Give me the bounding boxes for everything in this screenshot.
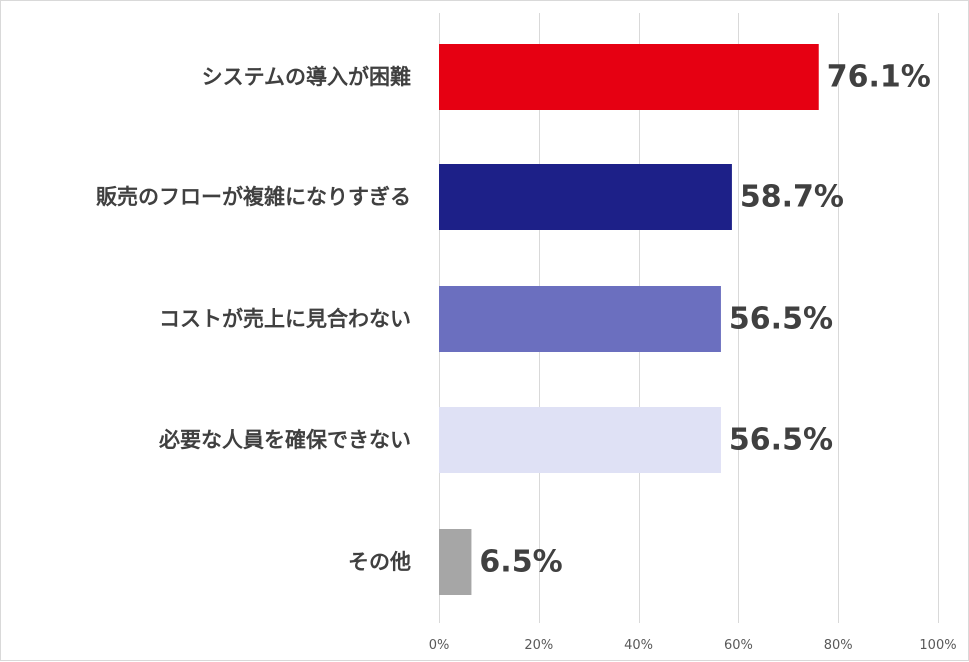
category-label: 販売のフローが複雑になりすぎる [96, 185, 411, 209]
bar [439, 286, 721, 352]
x-tick-label: 100% [919, 638, 956, 653]
x-tick-label: 20% [524, 638, 553, 653]
category-label: コストが売上に見合わない [159, 307, 411, 331]
data-label: 56.5% [729, 423, 833, 458]
bar [439, 164, 732, 230]
data-labels: 76.1% 58.7% 56.5% 56.5% 6.5% [479, 60, 930, 580]
bar [439, 44, 819, 110]
data-label: 56.5% [729, 302, 833, 337]
bar [439, 407, 721, 473]
x-tick-label: 0% [429, 638, 450, 653]
data-label: 76.1% [827, 60, 931, 95]
category-labels: システムの導入が困難販売のフローが複雑になりすぎるコストが売上に見合わない必要な… [96, 65, 411, 574]
x-tick-label: 80% [824, 638, 853, 653]
category-label: その他 [348, 550, 411, 574]
bar [439, 529, 472, 595]
data-label: 58.7% [740, 180, 844, 215]
category-label: システムの導入が困難 [202, 65, 411, 89]
x-tick-label: 60% [724, 638, 753, 653]
data-label: 6.5% [479, 545, 562, 580]
bars [439, 44, 819, 595]
x-axis-ticks: 0% 20% 40% 60% 80% 100% [429, 638, 957, 653]
category-label: 必要な人員を確保できない [159, 428, 411, 452]
x-tick-label: 40% [624, 638, 653, 653]
